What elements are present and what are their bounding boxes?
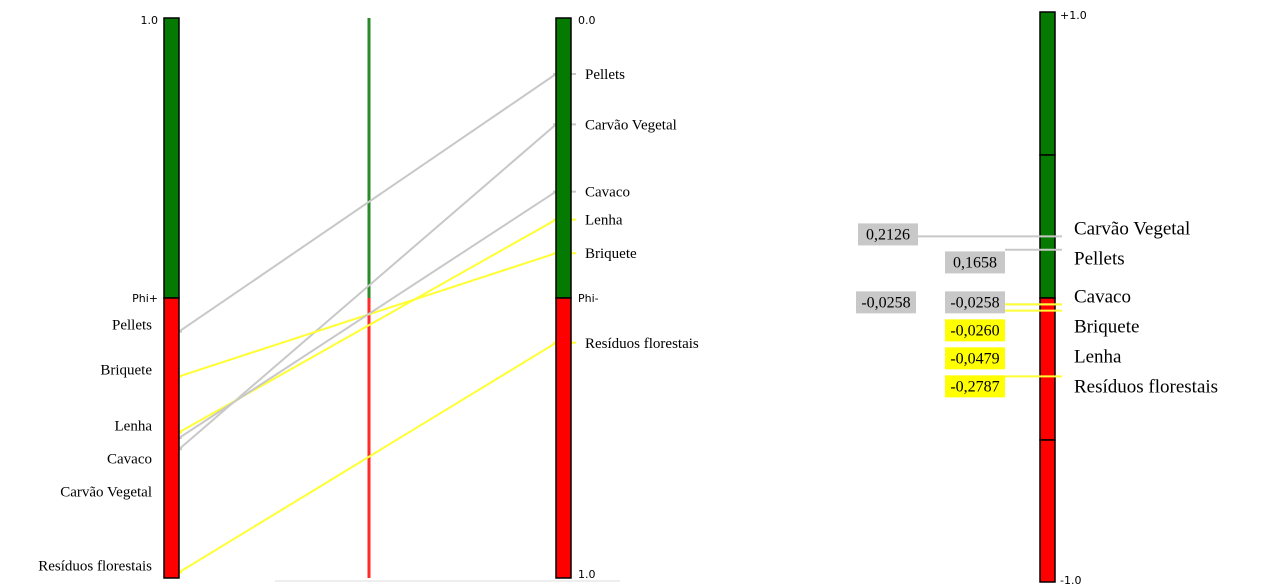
phi-name-cavaco: Cavaco bbox=[1074, 286, 1131, 307]
phi-value-bg-cavaco bbox=[945, 291, 1005, 314]
phi-value-briquete: -0,0260 bbox=[950, 322, 999, 339]
connector-cavaco bbox=[178, 190, 557, 439]
phi-value-residuos-florestais: -0,2787 bbox=[950, 378, 999, 395]
phi-value-bg-carvao-vegetal bbox=[858, 223, 918, 246]
phi-value-carvao-vegetal: 0,2126 bbox=[866, 226, 910, 243]
phi-value-cavaco: -0,0258 bbox=[950, 294, 999, 311]
phi-value-pellets: 0,1658 bbox=[953, 254, 997, 271]
phi-extra-value: -0,0258 bbox=[861, 294, 910, 311]
phi-minus-bar-negative bbox=[555, 297, 572, 579]
connector-carvao-vegetal bbox=[178, 123, 557, 450]
phi-minus-labels: Carvão Vegetal Pellets Briquete Lenha Cavaco… bbox=[585, 67, 699, 352]
phi-minus-label-pellets: Pellets bbox=[585, 67, 625, 83]
phi-bar-upper-negative bbox=[1039, 297, 1056, 441]
phi-name-pellets: Pellets bbox=[1074, 248, 1125, 269]
phi-name-carvao-vegetal: Carvão Vegetal bbox=[1074, 218, 1190, 239]
phi-minus-label-residuos-florestais: Resíduos florestais bbox=[585, 336, 699, 352]
phi-plus-bar-negative bbox=[163, 297, 180, 579]
phi-plus-label-briquete: Briquete bbox=[100, 362, 152, 378]
phi-axis-bottom-label: -1.0 bbox=[1060, 574, 1081, 587]
phi-value-lenha: -0,0479 bbox=[950, 350, 999, 367]
right-axis-top-label: 0.0 bbox=[578, 14, 596, 27]
phi-plus-label-residuos-florestais: Resíduos florestais bbox=[38, 558, 152, 574]
phi-minus-bar-positive bbox=[555, 17, 572, 299]
right-axis-mid-label: Phi- bbox=[578, 292, 599, 305]
phi-value-bg-lenha bbox=[945, 347, 1005, 370]
phi-plus-label-lenha: Lenha bbox=[115, 418, 153, 434]
phi-name-lenha: Lenha bbox=[1074, 346, 1122, 367]
phi-plus-labels: Carvão Vegetal Pellets Briquete Lenha Cavaco… bbox=[38, 318, 152, 575]
phi-bar-lower-positive bbox=[1039, 154, 1056, 299]
connector-lines bbox=[176, 73, 576, 574]
phi-extra-value-bg bbox=[856, 291, 916, 314]
promethee-1-chart: 1.0 Phi+ 0.0 Phi- 1.0 Carvão Vegetal Pell… bbox=[38, 14, 699, 582]
phi-plus-label-pellets: Pellets bbox=[112, 318, 152, 334]
phi-plus-label-cavaco: Cavaco bbox=[107, 451, 152, 467]
phi-plus-label-carvao-vegetal: Carvão Vegetal bbox=[60, 484, 152, 500]
phi-value-bg-residuos-florestais bbox=[945, 375, 1005, 398]
connector-residuos-florestais bbox=[178, 341, 557, 574]
phi-minus-label-cavaco: Cavaco bbox=[585, 185, 630, 201]
phi-value-bg-pellets bbox=[945, 251, 1005, 274]
left-axis-top-label: 1.0 bbox=[141, 14, 159, 27]
phi-bar-lower-negative bbox=[1039, 439, 1056, 583]
phi-axis-top-label: +1.0 bbox=[1060, 9, 1087, 22]
phi-minus-label-briquete: Briquete bbox=[585, 246, 637, 262]
phi-name-briquete: Briquete bbox=[1074, 316, 1139, 337]
connector-pellets bbox=[178, 73, 557, 333]
right-axis-bottom-label: 1.0 bbox=[578, 568, 596, 581]
promethee-2-chart: +1.0 -1.0 0,2126 Carvão Vegetal 0,1658 Pell… bbox=[856, 9, 1218, 587]
phi-bar-upper-positive bbox=[1039, 11, 1056, 156]
phi-minus-label-lenha: Lenha bbox=[585, 213, 623, 229]
phi-name-residuos-florestais: Resíduos florestais bbox=[1074, 376, 1218, 397]
phi-minus-label-carvao-vegetal: Carvão Vegetal bbox=[585, 117, 677, 133]
phi-marks: 0,2126 Carvão Vegetal 0,1658 Pellets -0,0258… bbox=[856, 218, 1218, 398]
phi-plus-bar-positive bbox=[163, 17, 180, 299]
left-axis-mid-label: Phi+ bbox=[132, 292, 158, 305]
phi-value-bg-briquete bbox=[945, 319, 1005, 342]
